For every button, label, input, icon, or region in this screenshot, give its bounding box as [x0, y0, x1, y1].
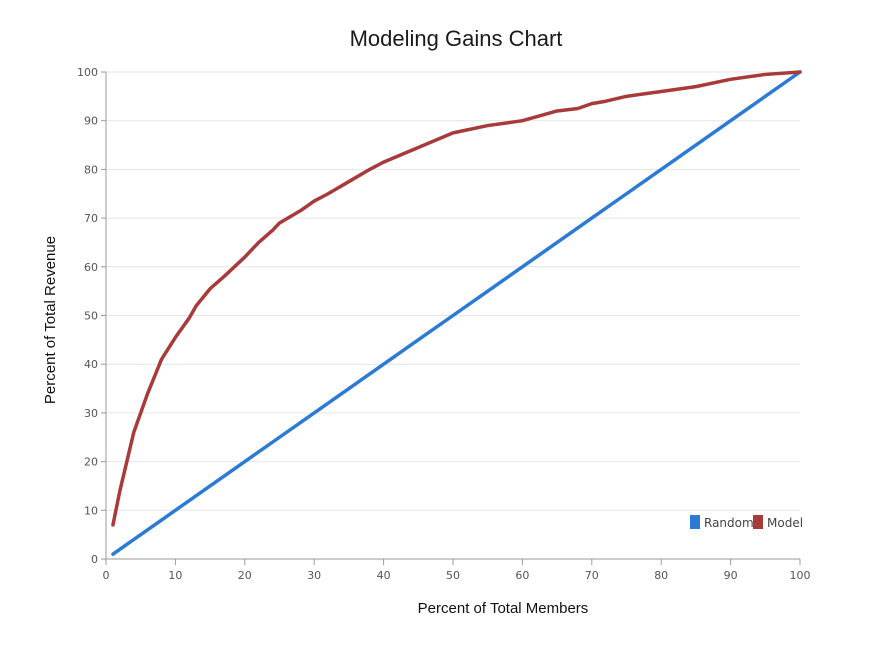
x-tick-label: 100 — [790, 569, 811, 582]
y-tick-label: 50 — [84, 310, 98, 323]
x-tick-label: 20 — [238, 569, 252, 582]
y-tick-label: 20 — [84, 456, 98, 469]
x-tick-label: 70 — [585, 569, 599, 582]
chart-title: Modeling Gains Chart — [350, 26, 563, 51]
y-tick-label: 80 — [84, 163, 98, 176]
x-tick-label: 50 — [446, 569, 460, 582]
series-line-random — [111, 70, 802, 556]
x-axis-title: Percent of Total Members — [418, 600, 589, 617]
y-tick-label: 100 — [77, 66, 98, 79]
series-lines — [111, 70, 802, 556]
x-tick-label: 10 — [168, 569, 182, 582]
legend-swatch-model — [753, 515, 763, 529]
y-tick-label: 70 — [84, 212, 98, 225]
legend[interactable]: Random Model — [690, 515, 803, 530]
legend-swatch-random — [690, 515, 700, 529]
axes — [101, 71, 801, 565]
legend-item-model[interactable]: Model — [753, 515, 803, 530]
x-tick-label: 30 — [307, 569, 321, 582]
y-tick-label: 90 — [84, 115, 98, 128]
y-tick-label: 60 — [84, 261, 98, 274]
legend-label: Model — [767, 516, 803, 530]
y-axis-title: Percent of Total Revenue — [42, 236, 59, 404]
y-tick-label: 30 — [84, 407, 98, 420]
series-line-model — [111, 70, 802, 527]
x-tick-label: 90 — [724, 569, 738, 582]
x-tick-label: 80 — [654, 569, 668, 582]
y-tick-label: 10 — [84, 504, 98, 517]
legend-item-random[interactable]: Random — [690, 515, 754, 530]
y-tick-label: 0 — [91, 553, 98, 566]
y-tick-label: 40 — [84, 358, 98, 371]
legend-label: Random — [704, 516, 754, 530]
x-tick-label: 40 — [377, 569, 391, 582]
x-tick-label: 60 — [515, 569, 529, 582]
x-tick-label: 0 — [103, 569, 110, 582]
tick-labels: 0 10 20 30 40 50 60 70 80 90 100 0 10 20 30 40 50 60 70 80 9… — [77, 66, 811, 582]
